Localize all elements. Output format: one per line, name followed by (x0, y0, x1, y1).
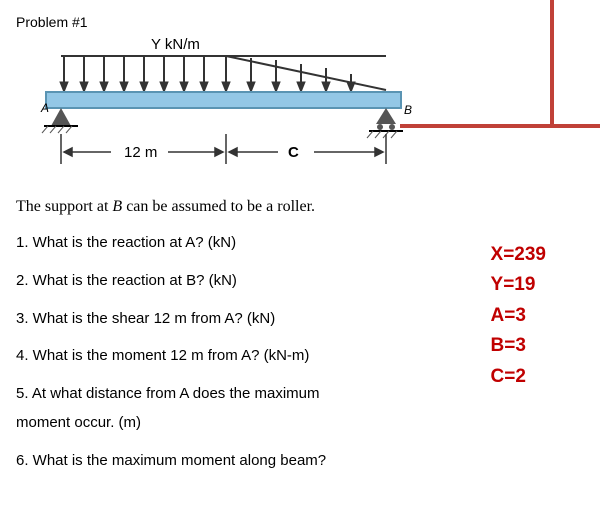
roller-note: The support at B can be assumed to be a … (16, 198, 594, 216)
question-6: 6. What is the maximum moment along beam… (16, 452, 594, 471)
svg-text:B: B (404, 103, 412, 117)
value-y: Y=19 (491, 270, 546, 300)
value-x: X=239 (491, 240, 546, 270)
svg-text:A: A (40, 101, 49, 115)
load-label: Y kN/m (151, 36, 200, 53)
beam-diagram: Y kN/m (26, 34, 594, 188)
value-c: C=2 (491, 362, 546, 392)
load-arrows (60, 56, 386, 92)
value-b: B=3 (491, 331, 546, 361)
span-c-label: C (288, 144, 299, 161)
beam-rect (46, 92, 401, 108)
question-5-line2: moment occur. (m) (16, 414, 594, 433)
value-a: A=3 (491, 301, 546, 331)
given-values: X=239 Y=19 A=3 B=3 C=2 (491, 240, 546, 392)
dimension-lines (61, 134, 386, 164)
problem-title: Problem #1 (16, 14, 594, 30)
length-label: 12 m (124, 144, 157, 161)
